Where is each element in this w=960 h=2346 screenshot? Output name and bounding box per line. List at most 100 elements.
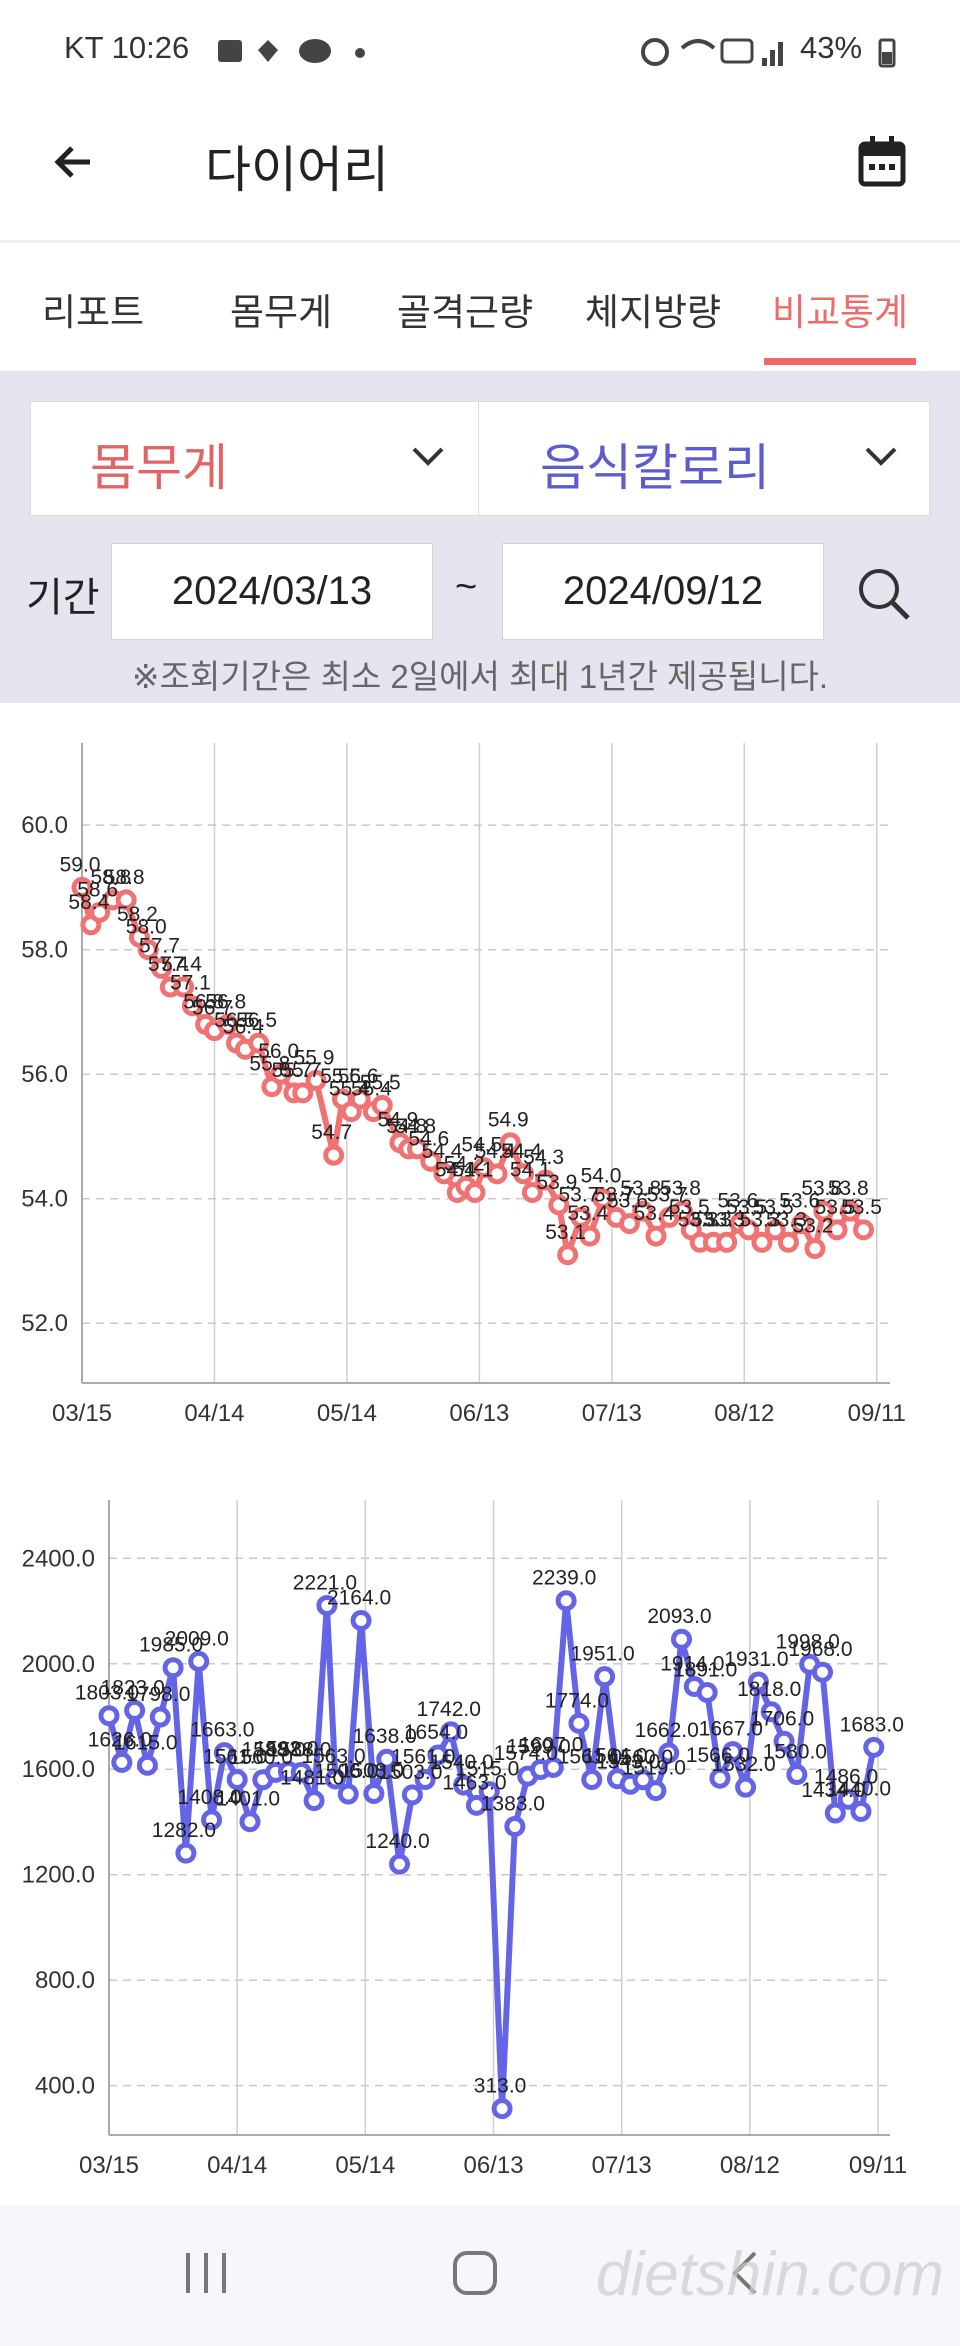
data-point	[716, 1231, 738, 1253]
y-tick-label: 56.0	[21, 1061, 68, 1088]
data-label: 54.4	[501, 1140, 542, 1163]
data-label: 53.7	[594, 1183, 635, 1206]
data-label: 1560.0	[609, 1746, 673, 1769]
y-tick-label: 2000.0	[22, 1651, 95, 1678]
data-label: 53.8	[801, 1177, 842, 1200]
selector-box	[30, 401, 930, 516]
data-point	[162, 1657, 184, 1679]
x-tick-label: 03/15	[52, 1400, 112, 1427]
data-label: 1607.0	[519, 1733, 583, 1756]
carrier-time: KT 10:26	[64, 30, 190, 65]
data-point	[407, 1138, 429, 1160]
data-label: 1564.0	[583, 1745, 647, 1768]
data-label: 1506.0	[314, 1760, 378, 1783]
x-tick-label: 07/13	[592, 2152, 652, 2179]
tab[interactable]: 비교통계	[771, 292, 909, 333]
data-label: 1615.0	[113, 1731, 177, 1754]
data-label: 1440.0	[827, 1777, 891, 1800]
data-label: 1914.0	[660, 1652, 724, 1675]
data-label: 56.5	[236, 1009, 277, 1032]
data-point	[786, 1764, 808, 1786]
data-point	[760, 1701, 782, 1723]
search-button[interactable]	[856, 566, 912, 622]
data-label: 1408.0	[177, 1786, 241, 1809]
nav-icons: dietshin.com	[186, 2240, 944, 2309]
data-point	[305, 1069, 327, 1091]
calendar-button[interactable]	[857, 134, 907, 188]
tab[interactable]: 체지방량	[584, 292, 722, 333]
data-point	[181, 995, 203, 1017]
data-point	[150, 957, 172, 979]
data-label: 53.6	[607, 1190, 648, 1213]
y-tick-label: 1200.0	[22, 1862, 95, 1889]
data-label: 57.4	[161, 953, 202, 976]
x-tick-label: 03/15	[79, 2152, 139, 2179]
data-point	[764, 1219, 786, 1241]
data-point	[350, 1610, 372, 1632]
data-point	[735, 1776, 757, 1798]
data-label: 1654.0	[404, 1721, 468, 1744]
data-label: 59.0	[60, 853, 101, 876]
back-button[interactable]	[50, 140, 100, 184]
data-label: 55.4	[329, 1078, 370, 1101]
data-point	[115, 889, 137, 911]
data-point	[175, 1842, 197, 1864]
data-point	[581, 1769, 603, 1791]
data-point	[548, 1194, 570, 1216]
data-label: 53.5	[815, 1196, 856, 1219]
data-label: 55.5	[360, 1071, 401, 1094]
data-point	[491, 2098, 513, 2120]
data-point	[217, 1013, 239, 1035]
data-point	[124, 1699, 146, 1721]
data-label: 55.4	[351, 1078, 392, 1101]
left-selector[interactable]: 몸무게	[90, 440, 228, 496]
end-date[interactable]: 2024/09/12	[502, 543, 824, 640]
data-label: 53.4	[634, 1202, 675, 1225]
divider	[0, 240, 960, 243]
data-label: 56.4	[223, 1015, 264, 1038]
data-label: 1481.0	[280, 1767, 344, 1790]
data-point	[371, 1094, 393, 1116]
tab[interactable]: 몸무게	[229, 292, 333, 333]
data-label: 1638.0	[353, 1725, 417, 1748]
data-point	[594, 1666, 616, 1688]
data-label: 1561.0	[203, 1746, 267, 1769]
data-label: 53.4	[567, 1202, 608, 1225]
data-label: 55.6	[320, 1065, 361, 1088]
data-point	[316, 1594, 338, 1616]
data-label: 1891.0	[673, 1659, 737, 1682]
data-point	[420, 1150, 442, 1172]
period-separator: ~	[455, 566, 478, 608]
data-point	[671, 1200, 693, 1222]
data-point	[632, 1200, 654, 1222]
data-point	[323, 1144, 345, 1166]
data-point	[824, 1802, 846, 1824]
data-label: 1798.0	[126, 1683, 190, 1706]
data-label: 1515.0	[455, 1758, 519, 1781]
data-label: 56.7	[192, 997, 233, 1020]
data-label: 55.7	[280, 1059, 321, 1082]
status-icons	[218, 38, 896, 68]
data-label: 54.5	[461, 1134, 502, 1157]
data-point	[349, 1088, 371, 1110]
data-point	[478, 1781, 500, 1803]
data-label: 1968.0	[788, 1638, 852, 1661]
data-label: 1592.0	[254, 1737, 318, 1760]
y-tick-label: 400.0	[35, 2073, 95, 2100]
data-label: 1706.0	[750, 1707, 814, 1730]
data-point	[850, 1800, 872, 1822]
data-point	[811, 1661, 833, 1683]
header-title: 다이어리	[205, 142, 389, 198]
data-label: 54.1	[510, 1158, 551, 1181]
data-point	[804, 1238, 826, 1260]
tab[interactable]: 골격근량	[396, 292, 534, 333]
data-label: 54.4	[475, 1140, 516, 1163]
data-point	[324, 1768, 346, 1790]
data-label: 54.8	[395, 1115, 436, 1138]
data-point	[826, 1219, 848, 1241]
right-selector[interactable]: 음식칼로리	[540, 440, 770, 496]
data-label: 54.4	[422, 1140, 463, 1163]
tab[interactable]: 리포트	[41, 292, 145, 333]
data-point	[592, 1188, 614, 1210]
start-date[interactable]: 2024/03/13	[111, 543, 433, 640]
